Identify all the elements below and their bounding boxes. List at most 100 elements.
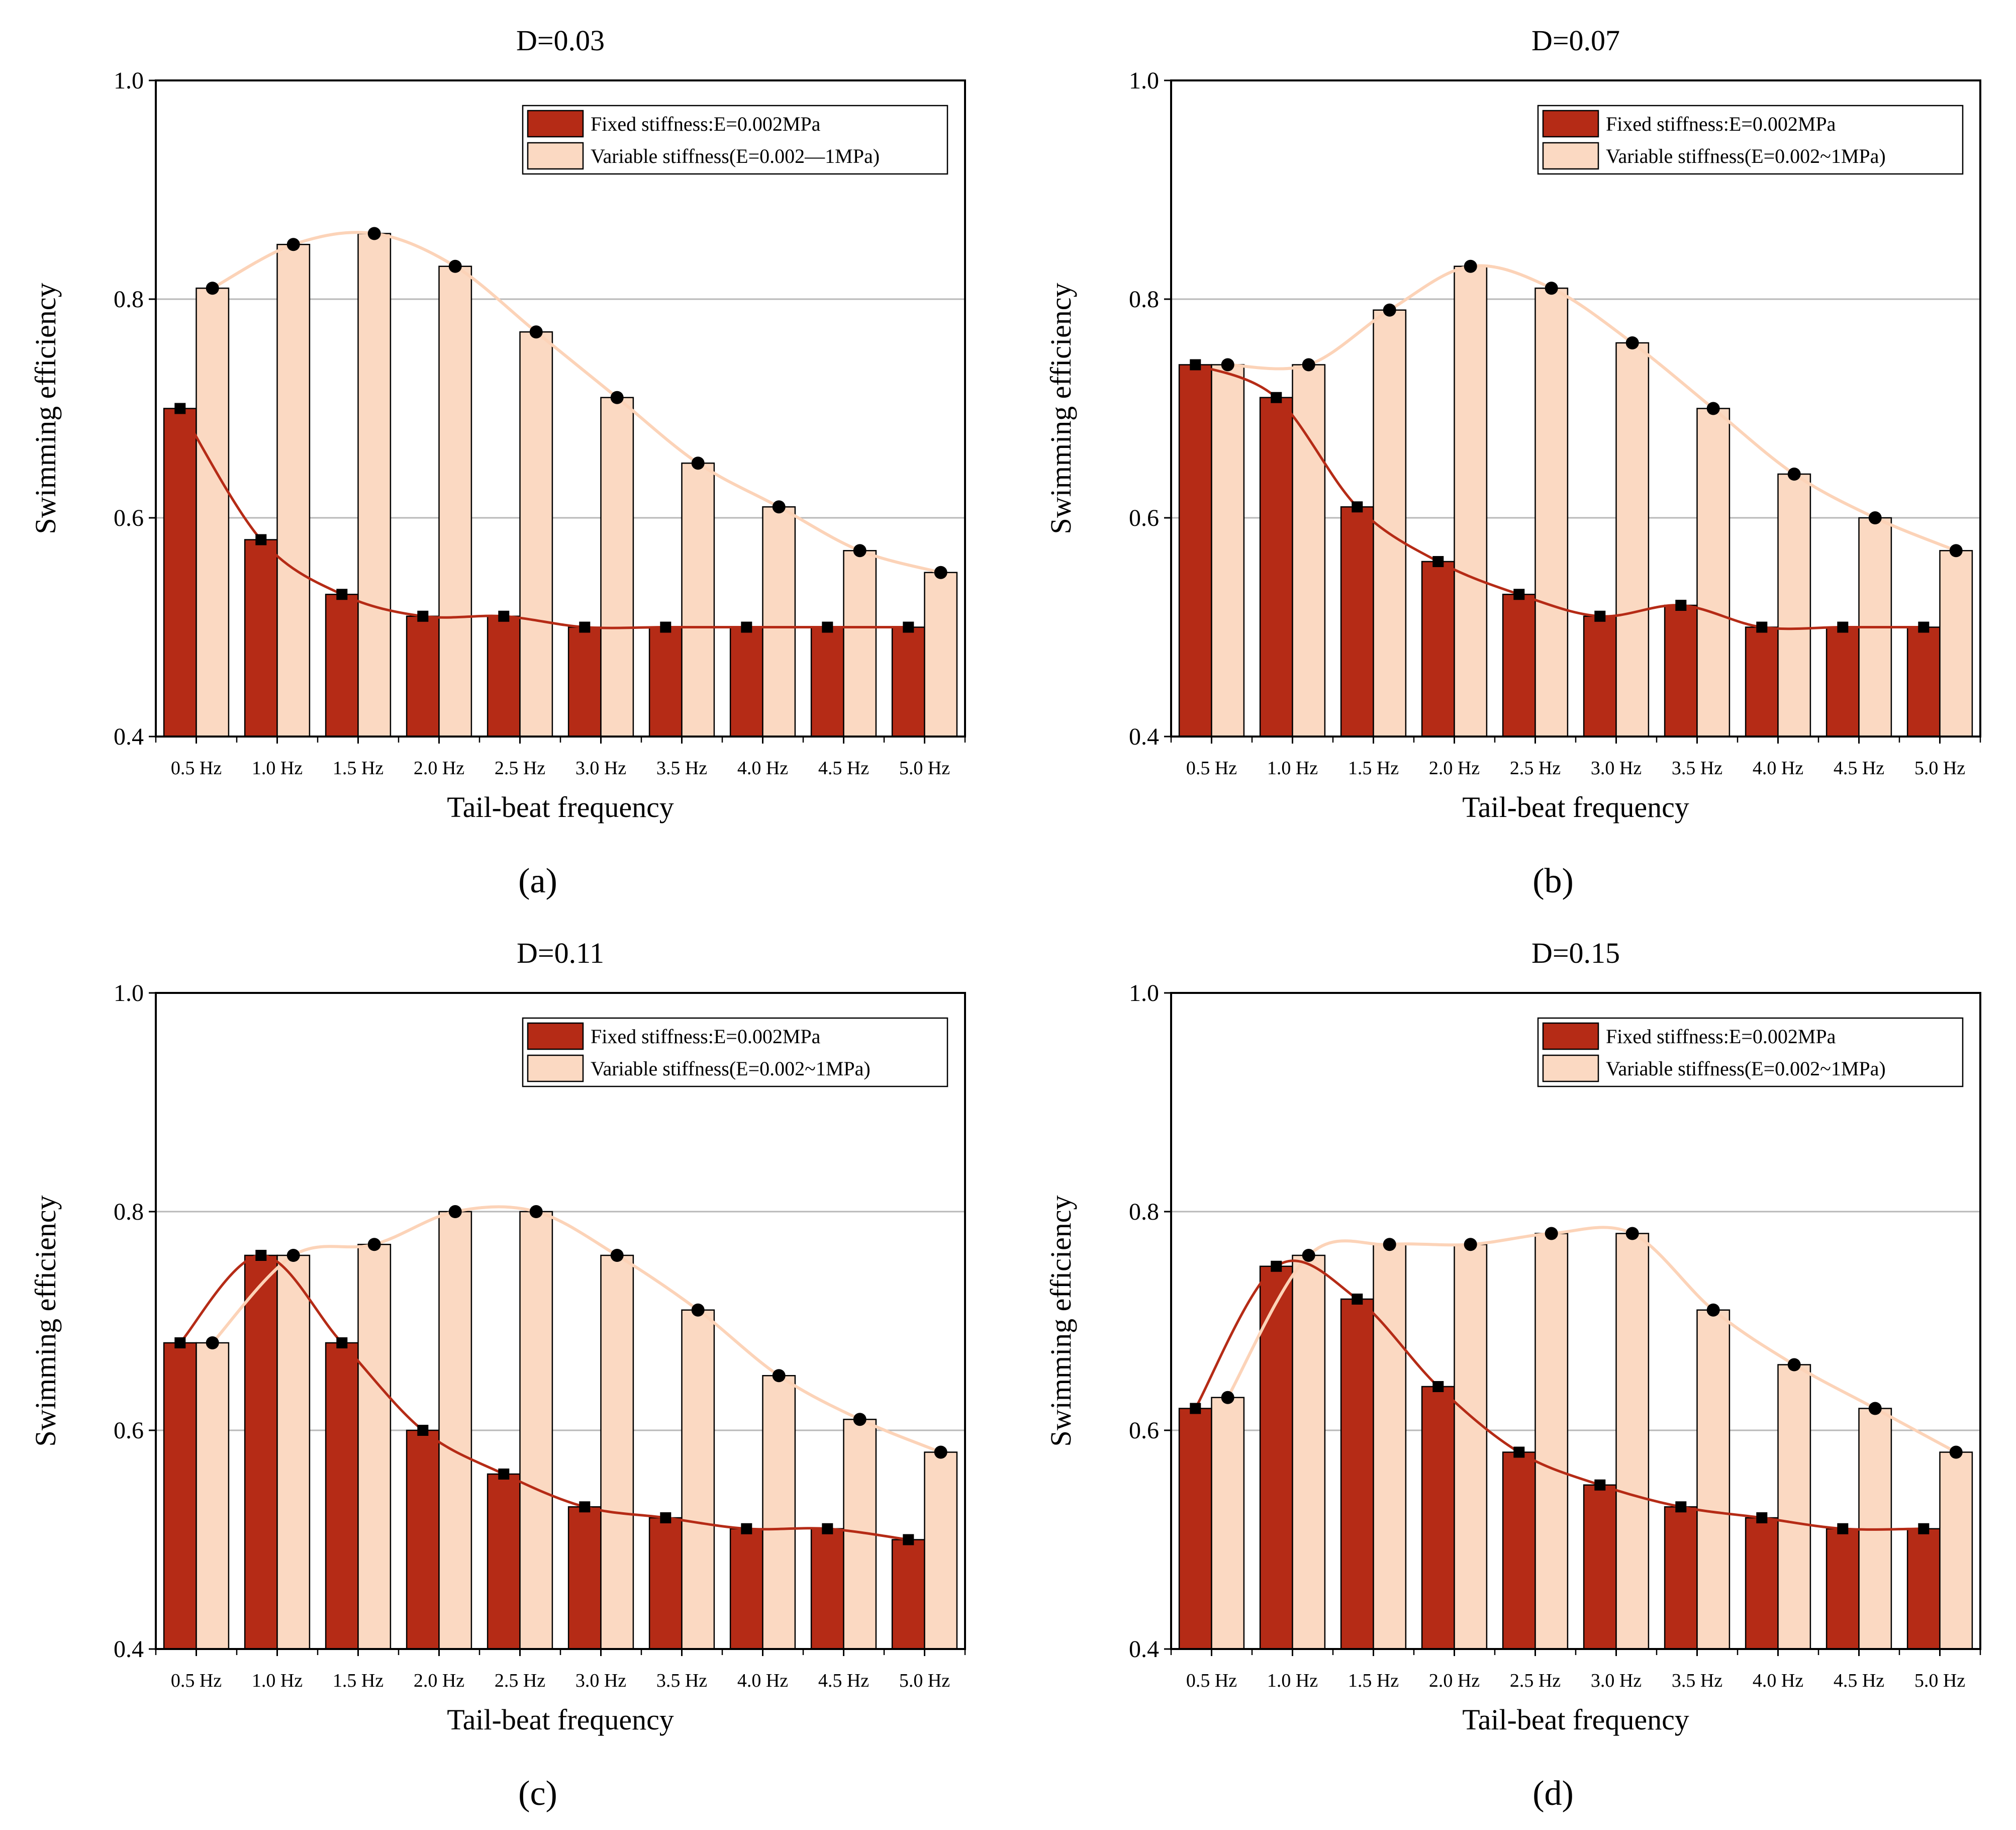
marker-fixed	[1756, 1512, 1768, 1523]
bar-variable	[438, 1211, 472, 1650]
marker-fixed	[1190, 359, 1201, 371]
bar-fixed	[810, 626, 844, 738]
bar-variable	[762, 1375, 796, 1650]
chart-title: D=0.03	[516, 24, 605, 57]
bar-variable	[1696, 1309, 1731, 1650]
bar-fixed	[325, 1342, 359, 1650]
bar-variable	[843, 550, 877, 738]
bar-variable	[1777, 473, 1811, 738]
legend-swatch-fixed	[1542, 1022, 1599, 1050]
marker-fixed	[1432, 556, 1444, 567]
marker-variable	[1464, 1238, 1477, 1251]
marker-variable	[772, 500, 786, 514]
bar-fixed	[567, 626, 602, 738]
legend-label-fixed: Fixed stiffness:E=0.002MPa	[591, 1025, 821, 1048]
bar-fixed	[810, 1528, 844, 1650]
marker-variable	[1625, 1227, 1639, 1240]
chart-title: D=0.07	[1531, 24, 1620, 57]
marker-fixed	[579, 621, 591, 633]
bar-variable	[519, 1211, 553, 1650]
marker-variable	[529, 325, 543, 339]
y-tick-label: 0.8	[1129, 286, 1159, 313]
legend-swatch-variable	[1542, 1054, 1599, 1082]
marker-variable	[206, 282, 219, 295]
x-tick-label: 4.5 Hz	[818, 1670, 869, 1691]
legend-label-variable: Variable stiffness(E=0.002~1MPa)	[591, 1057, 871, 1080]
x-tick-label: 2.0 Hz	[414, 1670, 464, 1691]
y-tick-label: 0.6	[114, 1417, 144, 1444]
y-tick-label: 1.0	[1129, 67, 1159, 94]
y-tick-label: 1.0	[114, 67, 144, 94]
marker-variable	[1787, 468, 1801, 481]
x-tick-label: 4.0 Hz	[737, 1670, 788, 1691]
plot-frame	[1170, 992, 1981, 1650]
marker-fixed	[1271, 392, 1282, 403]
marker-variable	[367, 1238, 381, 1251]
x-tick-label: 3.5 Hz	[1672, 758, 1722, 779]
bar-fixed	[1583, 615, 1617, 738]
marker-fixed	[1594, 1479, 1606, 1491]
marker-fixed	[174, 1337, 186, 1348]
x-tick-label: 0.5 Hz	[171, 1670, 222, 1691]
marker-fixed	[336, 589, 348, 600]
x-tick-label: 0.5 Hz	[171, 758, 222, 779]
bar-variable	[924, 1451, 958, 1650]
bar-variable	[519, 331, 553, 738]
series-line-fixed	[179, 408, 909, 629]
bar-fixed	[1340, 1298, 1374, 1650]
bar-fixed	[1826, 626, 1860, 738]
marker-fixed	[903, 621, 914, 633]
bar-fixed	[1178, 1408, 1212, 1650]
x-tick-label: 3.0 Hz	[1591, 758, 1642, 779]
x-tick-label: 2.5 Hz	[1510, 1670, 1561, 1691]
bar-variable	[1373, 309, 1407, 738]
y-tick-label: 0.4	[1129, 1636, 1159, 1663]
chart-a-svg: D=0.03 0.4 0.6 0.8 1.0 0.5 Hz 1.0 Hz 1.5 Hz 2.0 …	[29, 24, 966, 900]
marker-variable	[934, 566, 947, 579]
marker-fixed	[1271, 1260, 1282, 1272]
y-tick-label: 1.0	[114, 980, 144, 1006]
x-tick-label: 3.5 Hz	[1672, 1670, 1722, 1691]
marker-variable	[448, 1205, 462, 1218]
x-tick-label: 4.5 Hz	[1834, 1670, 1884, 1691]
bar-variable	[1534, 288, 1569, 738]
bar-fixed	[567, 1506, 602, 1650]
series-line-variable	[1226, 1226, 1957, 1454]
y-tick-label: 0.6	[114, 505, 144, 531]
chart-panel-b: D=0.07 0.4 0.6 0.8 1.0 0.5 Hz 1.0 Hz 1.5 Hz 2.0 …	[1015, 0, 2016, 915]
x-tick-label: 3.0 Hz	[575, 758, 626, 779]
legend-box	[1537, 1017, 1964, 1087]
bar-variable	[762, 506, 796, 738]
x-tick-label: 2.5 Hz	[1510, 758, 1561, 779]
bar-fixed	[487, 1473, 521, 1650]
bar-variable	[1211, 1397, 1245, 1650]
bar-variable	[600, 397, 634, 738]
bar-fixed	[729, 1528, 763, 1650]
bar-variable	[276, 244, 311, 738]
x-tick-label: 5.0 Hz	[899, 1670, 950, 1691]
x-tick-label: 1.5 Hz	[333, 1670, 383, 1691]
bar-fixed	[244, 1254, 278, 1650]
marker-variable	[934, 1445, 947, 1459]
x-tick-label: 4.5 Hz	[1834, 758, 1884, 779]
x-tick-label: 1.0 Hz	[1267, 758, 1318, 779]
chart-panel-c: D=0.11 0.4 0.6 0.8 1.0 0.5 Hz 1.0 Hz 1.5 Hz 2.0 …	[0, 912, 1008, 1830]
marker-fixed	[498, 1469, 510, 1480]
x-tick-label: 2.5 Hz	[495, 1670, 545, 1691]
x-tick-label: 0.5 Hz	[1186, 758, 1237, 779]
marker-fixed	[579, 1501, 591, 1513]
marker-variable	[1868, 1402, 1882, 1415]
x-tick-label: 5.0 Hz	[899, 758, 950, 779]
marker-variable	[1383, 303, 1396, 317]
marker-fixed	[1837, 621, 1849, 633]
panel-label: (a)	[518, 862, 557, 900]
legend: Fixed stiffness:E=0.002MPa Variable stiff…	[1537, 105, 1964, 175]
marker-variable	[1545, 282, 1558, 295]
x-tick-label: 3.5 Hz	[656, 1670, 707, 1691]
marker-fixed	[417, 1425, 429, 1436]
series-line-variable	[1227, 264, 1957, 553]
marker-variable	[772, 1369, 786, 1383]
bar-variable	[1373, 1244, 1407, 1650]
legend: Fixed stiffness:E=0.002MPa Variable stiff…	[1537, 1017, 1964, 1087]
legend-swatch-fixed	[527, 1022, 584, 1050]
